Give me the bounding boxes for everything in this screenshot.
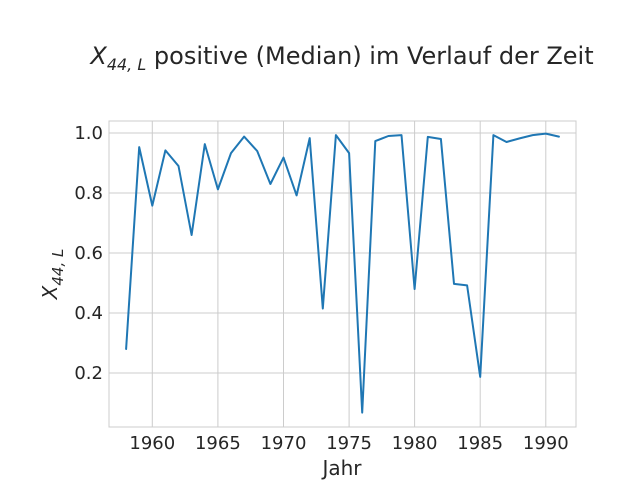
x-axis-label: Jahr [320,456,362,480]
y-tick-labels: 0.2 0.4 0.6 0.8 1.0 [74,123,103,384]
y-gridlines [109,132,576,374]
x-tick-label: 1975 [326,433,372,454]
title-symbol: X [88,42,107,70]
plot-area [108,120,577,428]
x-tick-labels: 1960 1965 1970 1975 1980 1985 1990 [129,433,568,454]
y-axis-symbol: X [38,284,62,300]
x-tick-label: 1960 [129,433,175,454]
x-tick-label: 1970 [261,433,307,454]
title-text: positive (Median) im Verlauf der Zeit [146,42,593,70]
chart-title: X44, L positive (Median) im Verlauf der … [88,42,593,74]
x-tick-label: 1985 [457,433,503,454]
title-subscript: 44, L [107,55,146,74]
y-tick-label: 0.2 [74,363,103,384]
y-tick-label: 0.4 [74,303,103,324]
y-axis-subscript: 44, L [49,249,67,286]
y-tick-label: 0.6 [74,243,103,264]
series-layer [125,132,560,414]
series-line [125,132,560,414]
y-tick-label: 0.8 [74,183,103,204]
y-axis-label: X44, L [38,249,67,301]
y-tick-label: 1.0 [74,123,103,144]
x-tick-label: 1990 [523,433,569,454]
x-tick-label: 1980 [392,433,438,454]
x-tick-label: 1965 [195,433,241,454]
